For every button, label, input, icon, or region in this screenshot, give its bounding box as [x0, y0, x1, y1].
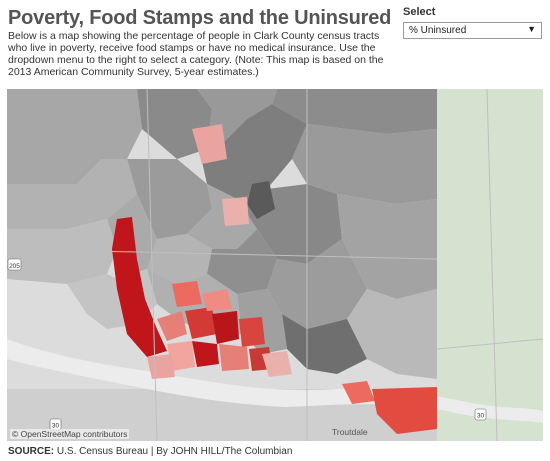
census-tract[interactable] [7, 159, 137, 229]
map-canvas: 205 30 30 Troutdale [7, 89, 543, 441]
category-dropdown[interactable]: % Uninsured ▼ [403, 22, 542, 39]
census-tract[interactable] [192, 124, 227, 164]
census-tract[interactable] [282, 314, 367, 374]
source-text: U.S. Census Bureau | By JOHN HILL/The Co… [56, 446, 293, 457]
choropleth-map[interactable]: 205 30 30 Troutdale © OpenStreetMap cont… [7, 89, 543, 441]
census-tract[interactable] [157, 311, 187, 341]
page-title: Poverty, Food Stamps and the Uninsured [8, 7, 392, 29]
census-tract[interactable] [272, 89, 437, 134]
census-tract[interactable] [262, 351, 292, 377]
census-tract[interactable] [372, 387, 437, 434]
census-tract[interactable] [197, 104, 307, 199]
census-tract[interactable] [137, 89, 212, 159]
census-tract[interactable] [342, 381, 375, 404]
census-tract[interactable] [7, 89, 142, 184]
route-shield-30-east: 30 [474, 408, 487, 421]
place-label-troutdale: Troutdale [332, 427, 368, 437]
census-tract[interactable] [147, 354, 175, 379]
chevron-down-icon: ▼ [527, 24, 536, 34]
census-tract[interactable] [187, 184, 257, 249]
census-tract[interactable] [185, 307, 217, 339]
route-shield-205: 205 [7, 258, 22, 271]
source-credit: SOURCE: U.S. Census Bureau | By JOHN HIL… [8, 446, 292, 457]
select-label: Select [403, 6, 436, 18]
census-tract[interactable] [337, 194, 437, 299]
census-tract[interactable] [127, 159, 212, 239]
map-attribution[interactable]: © OpenStreetMap contributors [10, 429, 130, 439]
census-tract[interactable] [247, 181, 275, 219]
road-lines [7, 89, 543, 441]
forest-area [437, 89, 543, 441]
census-tract[interactable] [147, 234, 212, 284]
census-tract[interactable] [222, 197, 249, 226]
census-tract[interactable] [212, 311, 239, 344]
census-tract[interactable] [267, 239, 367, 329]
census-tract[interactable] [347, 289, 437, 379]
census-tract[interactable] [172, 281, 202, 307]
dropdown-selected-value: % Uninsured [409, 25, 467, 36]
route-shield-label: 30 [52, 423, 60, 430]
source-label: SOURCE: [8, 446, 55, 457]
census-tract[interactable] [292, 124, 437, 204]
census-tract[interactable] [219, 344, 249, 371]
census-tract[interactable] [7, 219, 117, 284]
route-shield-label: 30 [477, 413, 485, 420]
route-shield-label: 205 [9, 263, 20, 270]
census-tract[interactable] [202, 289, 232, 311]
census-tract[interactable] [239, 317, 265, 347]
census-tract[interactable] [167, 341, 195, 371]
census-tract[interactable] [192, 341, 219, 367]
map-description: Below is a map showing the percentage of… [8, 30, 384, 78]
census-tract[interactable] [207, 229, 277, 294]
